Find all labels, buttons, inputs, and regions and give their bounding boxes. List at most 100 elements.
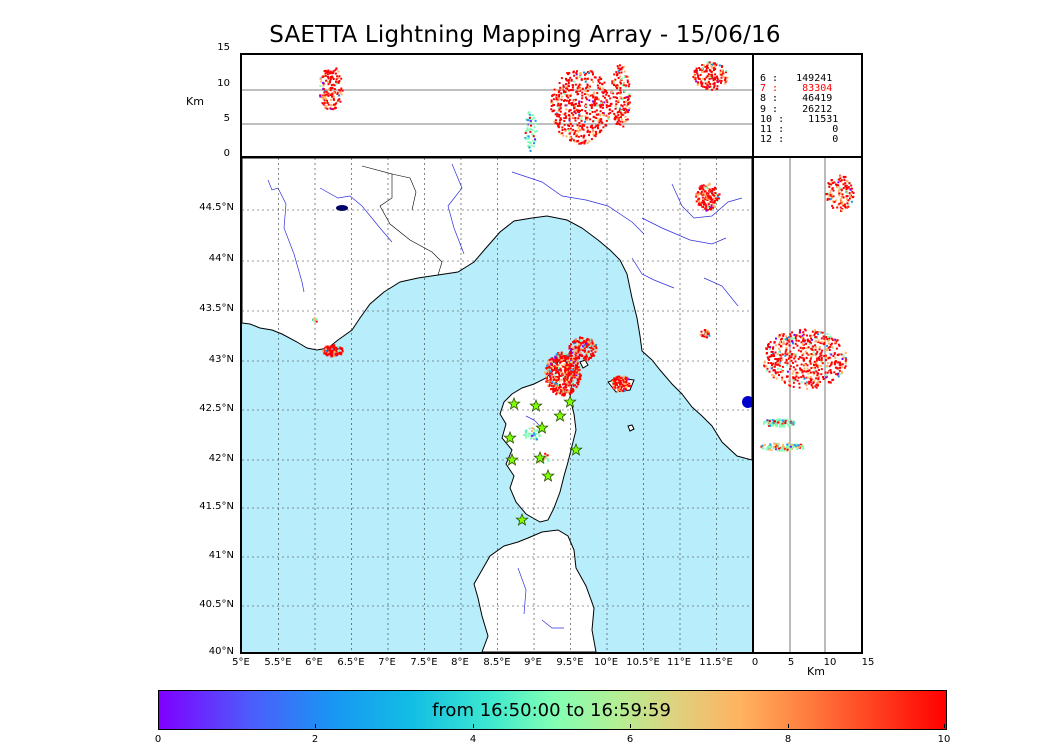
lightning-point	[597, 80, 600, 83]
lightning-point	[779, 354, 782, 357]
lightning-point	[526, 128, 529, 131]
lightning-point	[775, 358, 778, 361]
lightning-point	[712, 67, 715, 69]
lightning-point	[802, 374, 805, 377]
lightning-point	[790, 356, 793, 359]
lightning-point	[701, 193, 704, 196]
lightning-point	[562, 91, 565, 94]
lightning-point	[810, 348, 813, 351]
lightning-point	[597, 119, 600, 122]
lightning-point	[574, 384, 577, 387]
lightning-point	[823, 355, 826, 357]
lightning-point	[776, 449, 779, 452]
lightning-point	[705, 206, 708, 209]
lightning-point	[706, 64, 709, 67]
lightning-point	[528, 129, 531, 132]
lightning-point	[619, 96, 622, 99]
lightning-point	[805, 356, 808, 359]
lightning-point	[707, 203, 710, 206]
lightning-point	[817, 380, 820, 383]
lma-station-marker	[529, 398, 543, 412]
lightning-point	[769, 443, 772, 446]
lightning-point	[838, 373, 841, 376]
lightning-point	[553, 374, 556, 377]
lightning-point	[828, 349, 831, 351]
lon-label: 11°E	[666, 657, 692, 668]
lightning-point	[625, 75, 628, 78]
lightning-point	[554, 377, 557, 380]
lightning-point	[577, 351, 580, 354]
lightning-point	[530, 436, 533, 439]
lightning-point	[781, 337, 783, 340]
lightning-point	[528, 113, 531, 116]
lightning-point	[695, 67, 698, 70]
lightning-point	[338, 94, 341, 97]
lightning-point	[576, 140, 579, 143]
lightning-point	[554, 356, 557, 359]
lightning-point	[571, 124, 574, 127]
lightning-point	[324, 72, 327, 75]
lightning-point	[810, 353, 813, 355]
lightning-point	[599, 110, 602, 113]
lightning-point	[552, 385, 555, 388]
lightning-point	[616, 378, 619, 381]
lightning-point	[699, 68, 702, 71]
lightning-point	[568, 364, 571, 367]
lightning-point	[552, 360, 555, 363]
top-panel-y-tick-5: 5	[223, 113, 230, 124]
lightning-point	[705, 195, 708, 198]
lightning-point	[323, 74, 326, 77]
lightning-point	[563, 388, 566, 391]
lightning-point	[538, 461, 541, 464]
lightning-point	[804, 350, 807, 353]
lightning-point	[810, 337, 812, 340]
lightning-point	[718, 193, 721, 196]
lightning-point	[574, 112, 577, 115]
lightning-point	[546, 377, 548, 380]
lightning-point	[625, 100, 628, 103]
lightning-point	[815, 365, 818, 367]
lightning-point	[558, 356, 561, 359]
lightning-point	[589, 112, 591, 115]
lightning-point	[794, 335, 797, 338]
lightning-point	[724, 82, 727, 85]
lightning-point	[563, 123, 566, 126]
right-panel-x-tick-15: 15	[861, 657, 875, 668]
lightning-point	[707, 187, 709, 190]
lightning-point	[595, 347, 598, 350]
lightning-point	[325, 93, 328, 96]
lightning-point	[557, 115, 560, 118]
lightning-point	[822, 342, 825, 345]
lightning-point	[597, 127, 599, 130]
lightning-point	[603, 101, 606, 104]
lightning-point	[842, 187, 845, 189]
lightning-point	[609, 97, 612, 100]
lightning-point	[566, 359, 569, 362]
lightning-point	[789, 384, 791, 387]
lightning-point	[529, 120, 532, 123]
lightning-point	[570, 382, 573, 385]
lightning-point	[554, 365, 557, 368]
lightning-point	[709, 75, 712, 77]
lightning-point	[595, 133, 598, 136]
lightning-point	[334, 346, 337, 349]
lightning-point	[621, 66, 624, 69]
lightning-point	[615, 107, 618, 110]
lightning-point	[568, 345, 571, 348]
lightning-point	[700, 204, 702, 207]
lightning-point	[623, 388, 626, 391]
lightning-point	[530, 430, 533, 433]
right-panel-unit-label: Km	[807, 665, 825, 678]
lightning-point	[788, 355, 791, 358]
lightning-point	[775, 337, 777, 340]
lightning-point	[770, 366, 773, 368]
lightning-point	[592, 133, 595, 136]
lightning-point	[613, 384, 616, 387]
lightning-point	[595, 344, 597, 346]
lightning-point	[829, 343, 832, 346]
lightning-point	[827, 342, 830, 345]
lightning-point	[623, 97, 626, 99]
lightning-point	[716, 85, 719, 88]
lightning-point	[565, 95, 568, 98]
lightning-point	[594, 76, 597, 79]
